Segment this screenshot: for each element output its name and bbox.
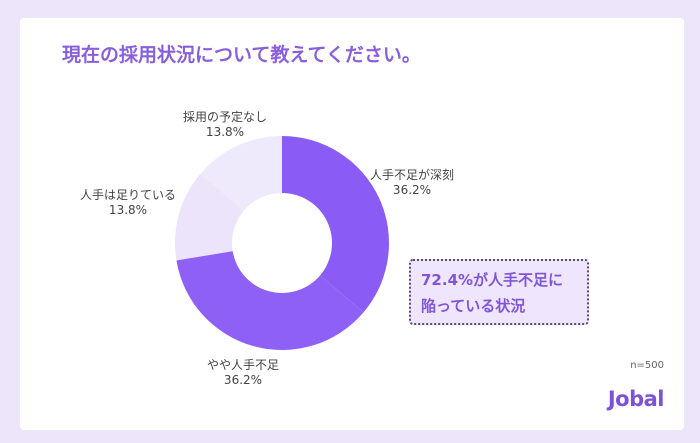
slice-label-3: 採用の予定なし 13.8% (182, 110, 268, 139)
donut-slice-1 (176, 251, 364, 350)
donut-slice-3 (200, 136, 282, 211)
donut-slice-2 (175, 173, 244, 261)
annotation-callout: 72.4%が人手不足に 陥っている状況 (409, 259, 589, 325)
sample-size: n=500 (630, 360, 664, 371)
slice-label-2: 人手は足りている 13.8% (79, 188, 177, 217)
chart-title: 現在の採用状況について教えてください。 (62, 44, 421, 66)
donut-slice-0 (282, 136, 389, 313)
slice-label-1: やや人手不足 36.2% (206, 358, 280, 387)
slice-label-0: 人手不足が深刻 36.2% (369, 168, 455, 197)
brand-logo: Jobal (607, 387, 665, 411)
